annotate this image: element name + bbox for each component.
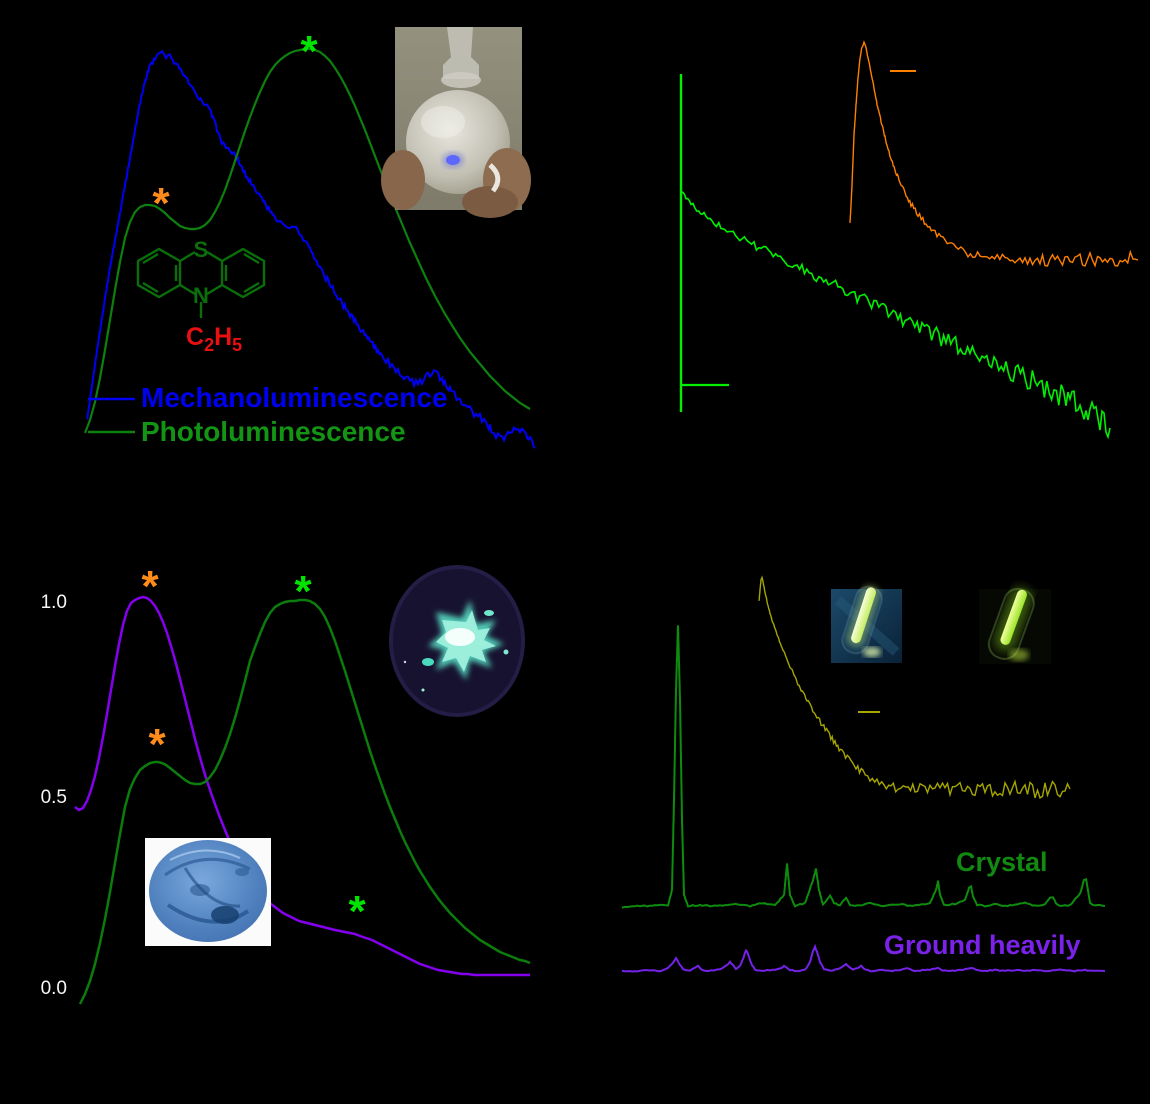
green-shoulder-asterisk: * (148, 720, 166, 769)
fluorescence-decay-inset-curve (849, 40, 1139, 268)
sulfur-atom-label: S (194, 237, 209, 262)
y-tick-0.0: 0.0 (40, 978, 67, 999)
crystal-spectrum-green-curve (78, 598, 531, 1005)
y-tick-0.5: 0.5 (40, 787, 67, 808)
phenothiazine-structure: S N C2H5 (136, 237, 266, 355)
xrd-ground-heavily-label: Ground heavily (884, 930, 1081, 960)
mechanoluminescence-curve (86, 49, 536, 449)
green-peak-asterisk: * (294, 567, 312, 616)
xrd-ground-curve (621, 943, 1106, 973)
tube-photo-blue (831, 585, 902, 663)
purple-peak-asterisk: * (141, 562, 159, 611)
crystals-uv-photo (389, 565, 525, 717)
pl-peak-asterisk: * (300, 27, 318, 76)
delayed-decay-inset-curve (758, 575, 1071, 799)
legend-photoluminescence-label: Photoluminescence (141, 416, 406, 447)
xrd-crystal-label: Crystal (956, 847, 1048, 877)
nitrogen-atom-label: N (193, 283, 209, 308)
powder-uv-photo (145, 838, 271, 946)
flask-photo (381, 27, 531, 218)
phosphorescence-decay-curve (681, 191, 1111, 440)
photoluminescence-curve (83, 47, 531, 434)
ml-peak-asterisk: * (152, 179, 170, 228)
purple-shoulder-asterisk: * (348, 887, 366, 936)
tube-photo-green (979, 587, 1051, 664)
legend-mechanoluminescence-label: Mechanoluminescence (141, 382, 448, 413)
xrd-crystal-curve (621, 625, 1106, 909)
y-tick-1.0: 1.0 (40, 592, 67, 613)
ethyl-group-label: C2H5 (186, 323, 242, 355)
